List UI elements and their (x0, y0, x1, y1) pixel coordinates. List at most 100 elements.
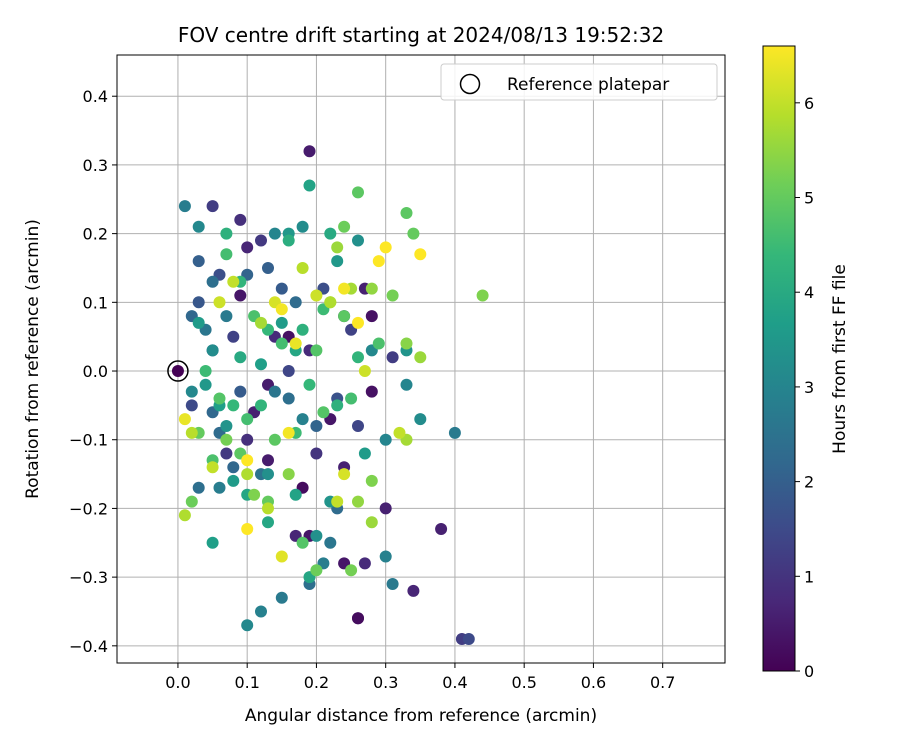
data-point (407, 584, 420, 597)
data-point (282, 392, 295, 405)
data-point (303, 378, 316, 391)
data-point (435, 523, 448, 535)
x-tick-label: 0.0 (165, 673, 190, 692)
data-point (282, 426, 295, 439)
data-point (192, 296, 205, 309)
data-point (234, 351, 247, 364)
x-tick-label: 0.3 (373, 673, 398, 692)
data-point (379, 433, 392, 446)
x-tick-label: 0.6 (581, 673, 606, 692)
data-point (227, 275, 240, 288)
data-point (345, 392, 358, 405)
y-axis-ticks: 0.4 0.3 0.2 0.1 0.0 −0.1 −0.2 −0.3 −0.4 (69, 87, 117, 656)
colorbar-tick-label: 4 (804, 283, 814, 302)
data-point (220, 310, 233, 323)
colorbar-tick-label: 1 (804, 567, 814, 586)
data-point (400, 337, 413, 350)
data-point (324, 227, 337, 240)
x-axis-ticks: 0.0 0.1 0.2 0.3 0.4 0.5 0.6 0.7 (165, 663, 675, 692)
data-point (352, 420, 364, 432)
data-point (275, 550, 288, 563)
data-point (296, 536, 309, 549)
reference-marker (167, 360, 189, 382)
data-point (289, 488, 302, 501)
data-point (275, 337, 288, 350)
legend-box (440, 63, 718, 101)
data-point (227, 399, 240, 412)
data-point (241, 241, 254, 254)
colorbar-label: Hours from first FF file (830, 264, 850, 454)
data-point (303, 145, 316, 158)
data-point (199, 365, 212, 377)
colorbar-tick-label: 6 (804, 94, 814, 113)
data-point (317, 406, 330, 419)
data-point (296, 262, 309, 274)
data-point (262, 516, 274, 529)
data-point (352, 186, 364, 199)
x-axis-title: Angular distance from reference (arcmin) (245, 706, 597, 726)
data-point (241, 619, 254, 632)
data-point (206, 275, 219, 288)
data-point (241, 523, 254, 535)
chart-title: FOV centre drift starting at 2024/08/13 … (178, 23, 664, 47)
data-point (476, 289, 489, 302)
data-point (220, 420, 233, 432)
data-point (331, 255, 344, 268)
data-point (185, 399, 198, 412)
y-tick-label: −0.3 (69, 568, 108, 587)
data-point (352, 495, 364, 508)
data-point (199, 378, 212, 391)
y-tick-label: −0.2 (69, 499, 108, 518)
data-point (379, 241, 392, 254)
data-point (248, 488, 261, 501)
colorbar (762, 45, 796, 672)
data-point (462, 633, 475, 645)
data-point (206, 461, 219, 474)
data-point (365, 385, 378, 398)
data-point (241, 468, 254, 481)
data-point (262, 454, 274, 467)
data-point (185, 495, 198, 508)
data-point (352, 234, 364, 247)
data-point (400, 378, 413, 391)
data-point (192, 316, 205, 329)
data-point (220, 447, 233, 460)
data-point (358, 447, 371, 460)
data-point (213, 392, 226, 405)
data-point (393, 426, 406, 439)
colorbar-tick-label: 3 (804, 378, 814, 397)
data-point (220, 433, 233, 446)
data-point (289, 296, 302, 309)
data-point (227, 330, 240, 343)
data-point (289, 337, 302, 350)
data-point (185, 385, 198, 398)
data-point (275, 303, 288, 316)
data-point (262, 502, 274, 515)
data-point (358, 557, 371, 570)
data-point (338, 282, 351, 295)
data-point (310, 447, 323, 460)
data-point (310, 420, 323, 432)
data-point (303, 179, 316, 192)
data-point (324, 296, 337, 309)
plot-frame (116, 54, 726, 664)
legend-reference-marker (459, 73, 481, 95)
data-point (275, 316, 288, 329)
data-point (220, 248, 233, 261)
reference-point (171, 365, 184, 378)
data-point (262, 468, 274, 481)
data-point (192, 255, 205, 268)
data-point (331, 399, 344, 412)
data-point (227, 474, 240, 487)
x-tick-label: 0.5 (511, 673, 536, 692)
data-point (296, 413, 309, 426)
y-axis-title: Rotation from reference (arcmin) (23, 219, 43, 499)
data-point (241, 454, 254, 467)
data-point (213, 296, 226, 309)
colorbar-tick-label: 0 (804, 662, 814, 681)
data-point (220, 227, 233, 240)
data-point (407, 227, 420, 240)
data-point (255, 316, 267, 329)
data-point (414, 351, 427, 364)
data-point (206, 344, 219, 357)
